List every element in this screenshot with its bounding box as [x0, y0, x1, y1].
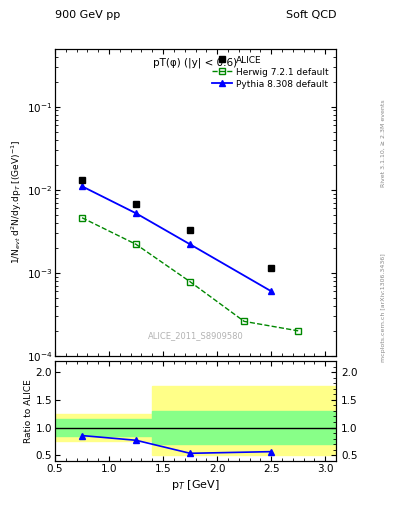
Bar	[217, 386, 336, 455]
Bar	[152, 411, 217, 444]
X-axis label: p$_T$ [GeV]: p$_T$ [GeV]	[171, 478, 220, 492]
Bar	[55, 419, 152, 436]
Herwig 7.2.1 default	[80, 215, 84, 221]
Herwig 7.2.1 default	[188, 279, 193, 285]
Pythia 8.308 default	[188, 241, 193, 247]
Bar	[152, 386, 217, 455]
Pythia 8.308 default	[80, 183, 84, 189]
Text: Soft QCD: Soft QCD	[286, 10, 336, 20]
Y-axis label: Ratio to ALICE: Ratio to ALICE	[24, 379, 33, 443]
Line: Herwig 7.2.1 default: Herwig 7.2.1 default	[79, 215, 302, 334]
Herwig 7.2.1 default	[242, 318, 246, 325]
Pythia 8.308 default	[134, 210, 138, 217]
Bar	[217, 411, 336, 444]
Line: ALICE: ALICE	[79, 177, 275, 271]
Text: mcplots.cern.ch [arXiv:1306.3436]: mcplots.cern.ch [arXiv:1306.3436]	[381, 253, 386, 361]
Y-axis label: 1/N$_{evt}$ d$^2$N/dy.dp$_T$ [(GeV)$^{-1}$]: 1/N$_{evt}$ d$^2$N/dy.dp$_T$ [(GeV)$^{-1…	[9, 140, 24, 265]
Legend: ALICE, Herwig 7.2.1 default, Pythia 8.308 default: ALICE, Herwig 7.2.1 default, Pythia 8.30…	[209, 53, 332, 91]
ALICE	[134, 201, 138, 207]
Text: 900 GeV pp: 900 GeV pp	[55, 10, 120, 20]
ALICE	[188, 227, 193, 233]
Herwig 7.2.1 default	[296, 328, 301, 334]
ALICE	[269, 265, 274, 271]
Herwig 7.2.1 default	[134, 241, 138, 247]
Bar	[55, 414, 152, 441]
Text: ALICE_2011_S8909580: ALICE_2011_S8909580	[148, 331, 243, 340]
Line: Pythia 8.308 default: Pythia 8.308 default	[79, 183, 275, 295]
Text: Rivet 3.1.10, ≥ 2.3M events: Rivet 3.1.10, ≥ 2.3M events	[381, 99, 386, 187]
Pythia 8.308 default	[269, 288, 274, 294]
ALICE	[80, 177, 84, 183]
Text: pT(φ) (|y| < 0.6): pT(φ) (|y| < 0.6)	[153, 58, 238, 69]
